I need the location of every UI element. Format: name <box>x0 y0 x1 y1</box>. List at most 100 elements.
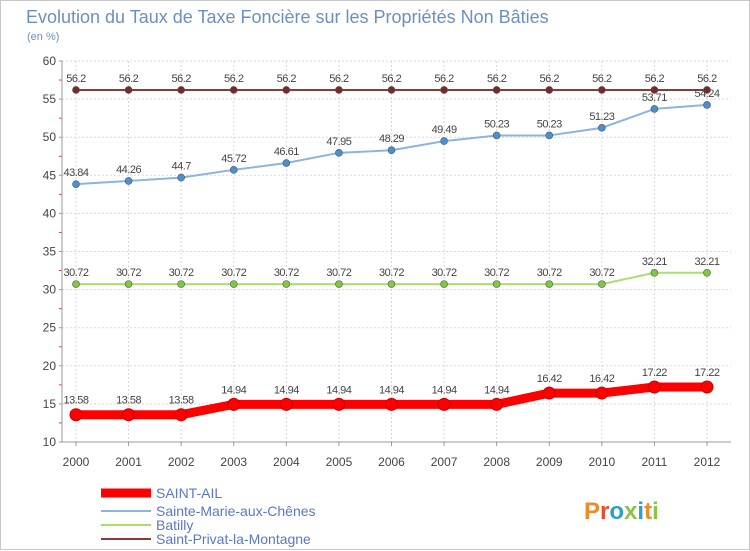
legend-label: SAINT-AIL <box>156 485 222 501</box>
data-point <box>440 137 448 145</box>
data-point <box>72 280 80 288</box>
data-point <box>335 280 343 288</box>
data-point <box>700 380 714 394</box>
data-label: 56.2 <box>224 73 244 85</box>
data-label: 30.72 <box>326 267 351 279</box>
x-tick-label: 2011 <box>642 455 668 469</box>
data-point <box>492 86 501 94</box>
data-label: 30.72 <box>169 267 194 279</box>
data-label: 44.7 <box>171 161 191 173</box>
data-point <box>703 101 711 109</box>
data-label: 17.22 <box>694 367 719 379</box>
y-tick-label: 20 <box>43 359 57 373</box>
legend-item: Batilly <box>101 517 193 533</box>
data-label: 49.49 <box>432 124 457 136</box>
legend-label: Sainte-Marie-aux-Chênes <box>156 503 316 519</box>
data-label: 50.23 <box>537 118 562 130</box>
data-label: 30.72 <box>537 267 562 279</box>
data-point <box>598 280 606 288</box>
data-label: 14.94 <box>326 384 351 396</box>
x-tick-label: 2001 <box>115 455 142 469</box>
y-tick-label: 30 <box>43 283 57 297</box>
data-label: 56.2 <box>540 73 560 85</box>
x-tick-label: 2007 <box>431 455 458 469</box>
data-point <box>492 280 501 288</box>
data-point <box>545 86 554 94</box>
data-label: 53.71 <box>642 92 667 104</box>
y-tick-label: 25 <box>43 321 57 335</box>
data-label: 14.94 <box>484 384 509 396</box>
data-point <box>385 397 398 411</box>
x-tick-label: 2008 <box>483 455 510 469</box>
data-point <box>335 149 343 157</box>
data-point <box>440 280 448 288</box>
data-point <box>703 86 711 94</box>
data-point <box>69 408 83 422</box>
legend-item: Sainte-Marie-aux-Chênes <box>101 503 316 519</box>
data-label: 56.2 <box>487 73 507 85</box>
data-label: 56.2 <box>119 73 139 85</box>
data-label: 16.42 <box>537 373 562 385</box>
data-point <box>177 86 185 94</box>
data-point <box>387 86 396 94</box>
data-label: 45.72 <box>221 153 246 165</box>
y-tick-label: 50 <box>43 130 57 144</box>
series-group: 56.2 56.2 56.2 56.2 56.2 56.2 56.2 56.2 56.2 56.2… <box>63 73 720 422</box>
data-label: 56.2 <box>66 73 86 85</box>
y-tick-label: 10 <box>43 435 57 449</box>
data-label: 51.23 <box>589 111 614 123</box>
data-label: 30.72 <box>116 267 141 279</box>
data-point <box>282 280 291 288</box>
data-point <box>72 86 80 94</box>
data-point <box>229 280 238 288</box>
data-label: 56.2 <box>171 73 191 85</box>
data-point <box>282 159 291 167</box>
data-label: 30.72 <box>432 267 457 279</box>
data-label: 14.94 <box>274 384 299 396</box>
x-tick-label: 2002 <box>168 455 195 469</box>
data-point <box>122 408 136 422</box>
data-point <box>177 280 185 288</box>
data-label: 30.72 <box>63 267 88 279</box>
data-label: 56.2 <box>697 73 717 85</box>
data-point <box>440 86 448 94</box>
legend-label: Saint-Privat-la-Montagne <box>156 531 311 547</box>
data-point <box>124 86 133 94</box>
data-point <box>227 397 241 411</box>
data-label: 43.84 <box>63 167 88 179</box>
data-point <box>387 280 396 288</box>
data-label: 56.2 <box>645 73 665 85</box>
x-tick-label: 2009 <box>536 455 563 469</box>
data-label: 56.2 <box>277 73 297 85</box>
legend: SAINT-AIL Sainte-Marie-aux-ChênesBatillyS… <box>101 485 316 547</box>
legend-item: Saint-Privat-la-Montagne <box>101 531 311 547</box>
y-tick-label: 45 <box>43 168 57 182</box>
chart-subtitle: (en %) <box>27 31 59 43</box>
data-point <box>387 146 396 155</box>
data-point <box>647 380 661 394</box>
grid <box>62 60 731 443</box>
data-point <box>332 397 346 411</box>
data-label: 32.21 <box>642 256 667 268</box>
data-point <box>598 86 606 94</box>
data-point <box>542 386 556 400</box>
axes: 10 15 20 25 30 35 40 45 50 55 60 2000 2001 2002 2003 20… <box>43 54 731 469</box>
x-tick-label: 2010 <box>588 455 615 469</box>
proxiti-logo: Proxiti <box>584 498 659 525</box>
data-point <box>650 268 659 277</box>
y-tick-label: 60 <box>43 54 57 68</box>
data-point <box>124 177 133 185</box>
x-tick-label: 2006 <box>378 455 405 469</box>
data-point <box>545 131 554 140</box>
data-label: 50.23 <box>484 118 509 130</box>
y-tick-label: 15 <box>43 397 57 411</box>
x-tick-label: 2012 <box>694 455 721 469</box>
data-label: 30.72 <box>221 267 246 279</box>
data-label: 30.72 <box>589 267 614 279</box>
data-label: 13.58 <box>63 395 88 407</box>
x-tick-label: 2004 <box>273 455 300 469</box>
y-tick-label: 55 <box>43 92 57 106</box>
data-point <box>229 166 238 174</box>
